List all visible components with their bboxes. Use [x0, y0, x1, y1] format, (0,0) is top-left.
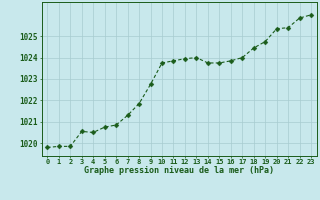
X-axis label: Graphe pression niveau de la mer (hPa): Graphe pression niveau de la mer (hPa)	[84, 166, 274, 175]
